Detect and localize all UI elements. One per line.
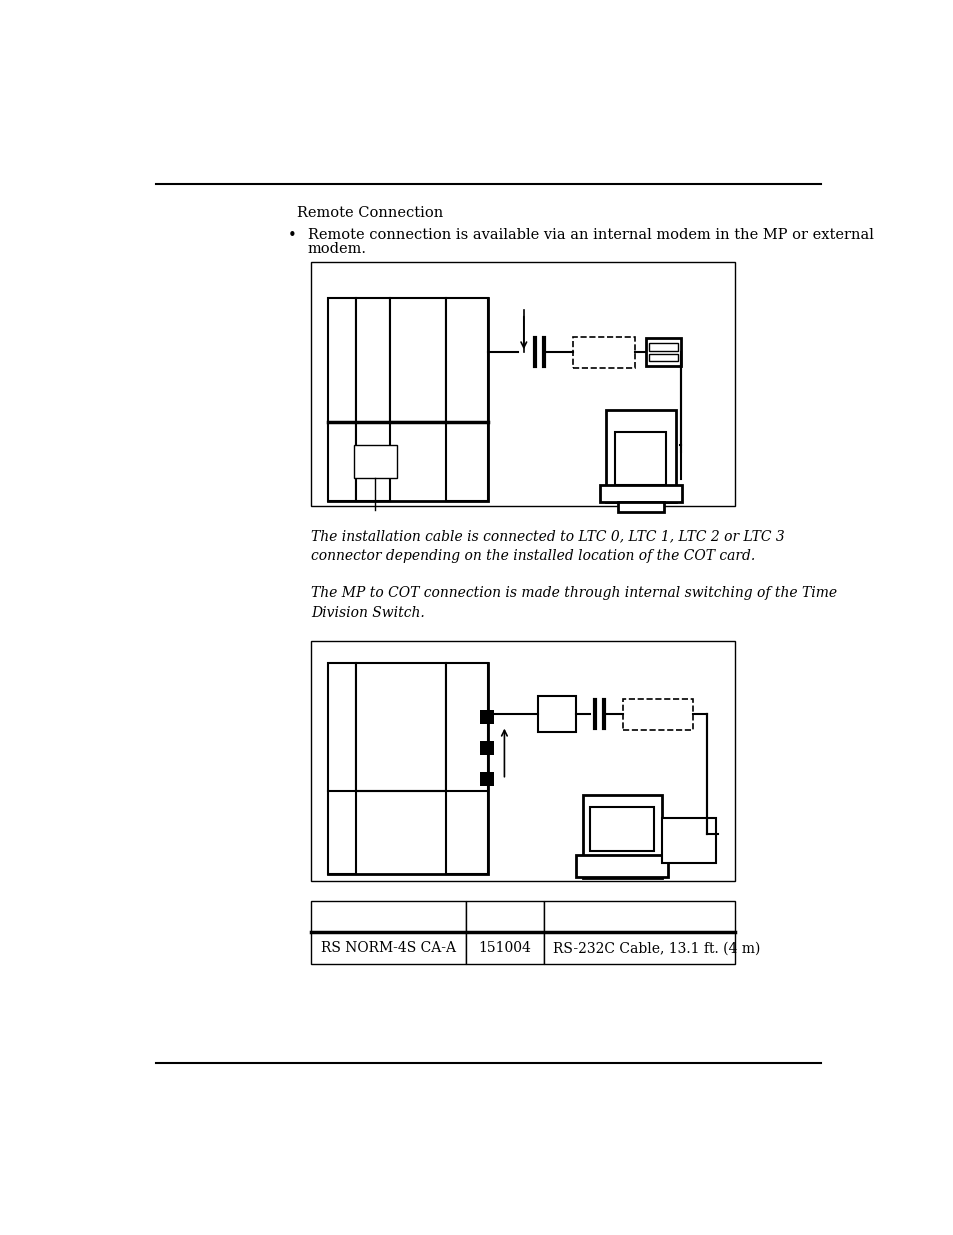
Text: RS-232C Cable, 13.1 ft. (4 m): RS-232C Cable, 13.1 ft. (4 m) (553, 941, 760, 955)
Bar (649, 343, 678, 351)
Bar (605, 410, 675, 503)
Text: •: • (288, 227, 296, 242)
Bar (445, 662, 488, 873)
Text: 151004: 151004 (478, 941, 531, 955)
Bar (311, 262, 735, 506)
Bar (617, 503, 663, 511)
Bar (649, 353, 678, 362)
Bar (311, 641, 735, 882)
Bar (615, 431, 666, 485)
Bar (480, 741, 494, 755)
Bar (543, 932, 735, 965)
Bar (311, 902, 466, 932)
Bar (537, 697, 576, 732)
Bar (328, 662, 488, 873)
Bar (390, 299, 445, 421)
Bar (576, 855, 667, 877)
Text: The installation cable is connected to LTC 0, LTC 1, LTC 2 or LTC 3
connector de: The installation cable is connected to L… (311, 530, 784, 563)
Bar (311, 932, 466, 965)
Text: The MP to COT connection is made through internal switching of the Time
Division: The MP to COT connection is made through… (311, 585, 837, 620)
Bar (543, 902, 735, 932)
Bar (572, 337, 634, 368)
Bar (599, 485, 681, 503)
Bar (645, 338, 680, 366)
Bar (354, 445, 396, 478)
Bar (466, 932, 543, 965)
Text: Remote connection is available via an internal modem in the MP or external: Remote connection is available via an in… (307, 227, 873, 242)
Bar (328, 299, 488, 501)
Bar (355, 662, 445, 792)
Bar (355, 299, 390, 501)
Bar (466, 902, 543, 932)
Bar (622, 699, 692, 730)
Bar (328, 299, 355, 501)
Bar (480, 772, 494, 785)
Bar (582, 795, 661, 878)
Bar (328, 662, 355, 873)
Text: RS NORM-4S CA-A: RS NORM-4S CA-A (320, 941, 456, 955)
Text: modem.: modem. (307, 242, 366, 256)
Bar (480, 710, 494, 724)
Text: Remote Connection: Remote Connection (297, 206, 443, 220)
Bar (445, 299, 488, 501)
Bar (590, 806, 654, 851)
Bar (661, 818, 716, 863)
